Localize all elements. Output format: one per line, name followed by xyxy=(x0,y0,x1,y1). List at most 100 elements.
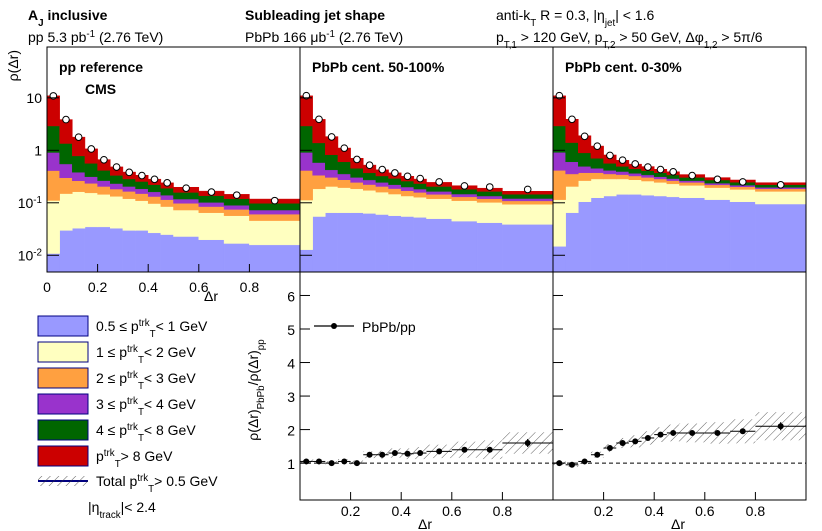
total-marker xyxy=(365,161,374,170)
y-tick-label: 10-1 xyxy=(18,194,42,211)
header-left: pp 5.3 pb-1 (2.76 TeV) xyxy=(28,29,163,46)
x-axis-label: Δr xyxy=(204,288,218,304)
total-marker xyxy=(435,178,443,186)
stack-segment xyxy=(173,198,200,204)
x-tick-label: 0.6 xyxy=(442,503,462,519)
note: |ηtrack|< 2.4 xyxy=(88,499,156,521)
x-tick-label: 0.6 xyxy=(189,279,209,295)
stack-segment xyxy=(426,218,453,273)
stack-segment xyxy=(299,125,313,153)
stack-segment xyxy=(653,182,668,197)
stack-segment xyxy=(628,175,642,180)
stack-segment xyxy=(59,230,73,273)
header-left-part: pp 5.3 pb xyxy=(28,29,87,45)
stack-segment xyxy=(641,180,655,196)
total-marker xyxy=(100,155,108,164)
ratio-point xyxy=(689,429,696,436)
stack-segment xyxy=(46,253,60,273)
legend-label: 0.5 ≤ ptrkT< 1 GeV xyxy=(96,318,208,340)
total-marker xyxy=(315,115,323,124)
legend-label-part: > 8 GeV xyxy=(121,448,173,464)
stack-segment xyxy=(552,95,566,127)
stack-segment xyxy=(641,194,655,273)
note-part: |< 2.4 xyxy=(121,499,156,515)
legend-label-part: p xyxy=(96,448,104,464)
y-tick-label: 5 xyxy=(287,322,295,338)
stack-segment xyxy=(198,206,225,213)
stack-segment xyxy=(249,244,301,273)
header-right-script: jet xyxy=(604,18,616,29)
stack-segment xyxy=(325,169,339,178)
total-marker xyxy=(669,167,677,176)
x-tick-label: 0.4 xyxy=(138,279,158,295)
stack-segment xyxy=(628,168,642,174)
stack-segment xyxy=(653,178,668,183)
stack-segment xyxy=(578,166,592,173)
stack-segment xyxy=(628,194,642,273)
stack-segment xyxy=(84,192,98,228)
total-marker xyxy=(738,178,747,186)
stack-segment xyxy=(337,161,351,175)
stack-segment xyxy=(375,191,389,215)
legend-label-part: 1 ≤ p xyxy=(96,344,127,360)
legend-label-script: T xyxy=(148,484,154,495)
y-tick-label-part: 10 xyxy=(18,195,34,211)
total-marker xyxy=(112,163,121,171)
total-marker xyxy=(327,133,336,141)
stack-segment xyxy=(198,239,225,273)
stack-segment xyxy=(147,191,162,197)
y-axis-label-part: /ρ(Δr) xyxy=(245,350,261,385)
stack-segment xyxy=(110,183,124,190)
legend-swatch xyxy=(37,367,89,389)
stack-segment xyxy=(72,171,86,182)
panel-label: pp reference xyxy=(59,59,143,75)
legend-total-hatch xyxy=(38,476,88,486)
x-tick-label: 0.2 xyxy=(341,503,361,519)
stack-segment xyxy=(565,142,579,163)
stack-segment xyxy=(400,180,415,188)
legend-swatch xyxy=(37,419,89,441)
stack-segment xyxy=(46,95,60,127)
total-marker xyxy=(87,145,96,153)
stack-segment xyxy=(388,215,402,273)
stack-segment xyxy=(223,198,250,206)
legend-label-script: T xyxy=(150,329,156,340)
stack-segment xyxy=(147,196,162,204)
header-right-part: | < 1.6 xyxy=(615,7,654,23)
stack-segment xyxy=(578,201,592,273)
header-right-script: T,1 xyxy=(504,40,517,51)
ratio-point xyxy=(524,440,531,446)
x-tick-label: 0.2 xyxy=(88,279,108,295)
stack-segment xyxy=(160,234,174,273)
stack-segment xyxy=(476,195,503,199)
y-tick-label: 2 xyxy=(287,423,295,439)
stack-segment xyxy=(97,180,111,187)
stack-segment xyxy=(110,175,124,184)
panel-label: PbPb cent. 0-30% xyxy=(565,59,682,75)
stack-segment xyxy=(578,172,592,181)
total-marker xyxy=(138,171,146,180)
stack-segment xyxy=(84,176,98,184)
legend-label: PbPb/pp xyxy=(362,319,416,335)
stack-segment xyxy=(312,174,326,190)
stack-segment xyxy=(350,168,364,178)
stack-segment xyxy=(135,193,149,201)
stack-segment xyxy=(400,195,415,217)
stack-segment xyxy=(375,175,389,183)
total-marker xyxy=(302,91,311,100)
stack-segment xyxy=(413,192,427,198)
stack-segment xyxy=(413,217,427,273)
legend-label-script: trk xyxy=(137,473,148,484)
stack-segment xyxy=(147,203,162,234)
stack-segment xyxy=(363,179,377,185)
stack-segment xyxy=(72,180,86,192)
x-tick-label: 0.8 xyxy=(240,279,260,295)
legend-label-script: T xyxy=(138,433,144,444)
stack-segment xyxy=(552,152,566,171)
ratio-point xyxy=(644,434,651,441)
stack-segment xyxy=(350,177,364,183)
total-marker xyxy=(606,151,614,160)
stack-segment xyxy=(223,204,250,210)
ratio-point xyxy=(568,461,575,468)
